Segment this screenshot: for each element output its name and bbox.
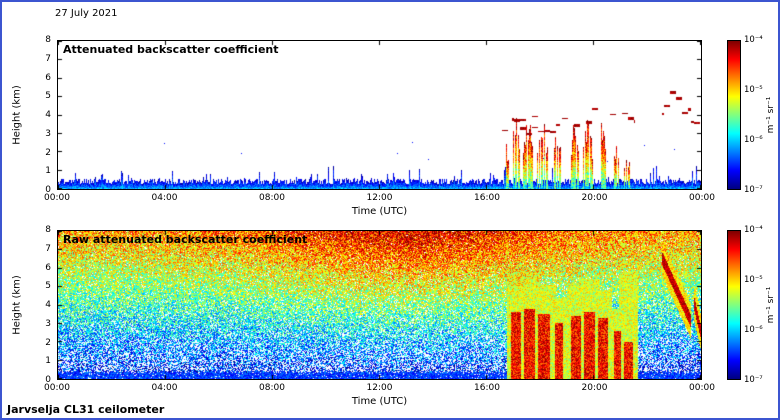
attenuated-backscatter-panel: Attenuated backscatter coefficient	[57, 40, 702, 190]
raw-backscatter-heatmap	[58, 231, 701, 379]
colorbar-tick-label: 10⁻⁴	[744, 35, 763, 45]
colorbar-unit-label: m⁻¹ sr⁻¹	[766, 96, 776, 134]
y-tick-label: 7	[45, 53, 51, 64]
x-axis-label: Time (UTC)	[351, 396, 408, 407]
x-tick-label: 00:00	[689, 193, 715, 203]
colorbar-unit-label: m⁻¹ sr⁻¹	[766, 286, 776, 324]
y-tick-label: 8	[45, 225, 51, 235]
colorbar	[727, 40, 741, 190]
x-tick-label: 16:00	[474, 383, 500, 393]
x-axis-ticks: 00:00 04:00 08:00 12:00 16:00 20:00 00:00	[44, 193, 715, 205]
date-title: 27 July 2021	[55, 8, 118, 19]
x-tick-label: 00:00	[44, 193, 70, 203]
panel-title-attenuated: Attenuated backscatter coefficient	[63, 43, 279, 56]
y-tick-label: 2	[45, 147, 51, 158]
x-tick-label: 04:00	[151, 193, 178, 203]
raw-backscatter-panel: Raw attenuated backscatter coefficient	[57, 230, 702, 380]
attenuated-backscatter-heatmap	[58, 41, 701, 189]
x-tick-label: 12:00	[366, 383, 393, 393]
x-tick-label: 00:00	[689, 383, 715, 393]
x-tick-label: 20:00	[581, 383, 608, 393]
y-tick-label: 1	[45, 356, 51, 367]
y-tick-label: 7	[45, 243, 51, 254]
y-axis-ticks: 0 1 2 3 4 5 6 7 8	[2, 225, 54, 385]
x-tick-label: 08:00	[259, 383, 285, 393]
y-tick-label: 6	[45, 262, 51, 273]
y-tick-label: 5	[45, 91, 51, 102]
y-tick-label: 0	[45, 185, 51, 195]
y-tick-label: 4	[45, 300, 51, 310]
x-axis-label: Time (UTC)	[351, 206, 408, 217]
colorbar	[727, 230, 741, 380]
y-tick-label: 3	[45, 128, 51, 139]
y-tick-label: 4	[45, 110, 51, 120]
x-axis-ticks: 00:00 04:00 08:00 12:00 16:00 20:00 00:00	[44, 383, 715, 395]
x-tick-label: 12:00	[366, 193, 393, 203]
y-tick-label: 0	[45, 375, 51, 385]
x-tick-label: 00:00	[44, 383, 70, 393]
y-axis-ticks: 0 1 2 3 4 5 6 7 8	[2, 35, 54, 195]
x-tick-label: 08:00	[259, 193, 285, 203]
y-tick-label: 6	[45, 72, 51, 83]
x-tick-label: 16:00	[474, 193, 500, 203]
y-tick-label: 2	[45, 337, 51, 348]
colorbar-tick-label: 10⁻⁶	[744, 325, 763, 335]
instrument-label: Jarvselja CL31 ceilometer	[7, 403, 165, 416]
colorbar-ticks: 10⁻⁴ 10⁻⁵ 10⁻⁶ 10⁻⁷	[744, 35, 772, 195]
x-tick-label: 20:00	[581, 193, 608, 203]
y-tick-label: 3	[45, 318, 51, 329]
y-tick-label: 1	[45, 166, 51, 177]
panel-title-raw: Raw attenuated backscatter coefficient	[63, 233, 308, 246]
x-tick-label: 04:00	[151, 383, 178, 393]
y-tick-label: 5	[45, 281, 51, 292]
colorbar-tick-label: 10⁻⁶	[744, 135, 763, 145]
colorbar-tick-label: 10⁻⁴	[744, 225, 763, 235]
colorbar-tick-label: 10⁻⁵	[744, 85, 763, 95]
colorbar-ticks: 10⁻⁴ 10⁻⁵ 10⁻⁶ 10⁻⁷	[744, 225, 772, 385]
colorbar-tick-label: 10⁻⁷	[744, 375, 763, 385]
colorbar-tick-label: 10⁻⁷	[744, 185, 763, 195]
y-tick-label: 8	[45, 35, 51, 45]
colorbar-tick-label: 10⁻⁵	[744, 275, 763, 285]
